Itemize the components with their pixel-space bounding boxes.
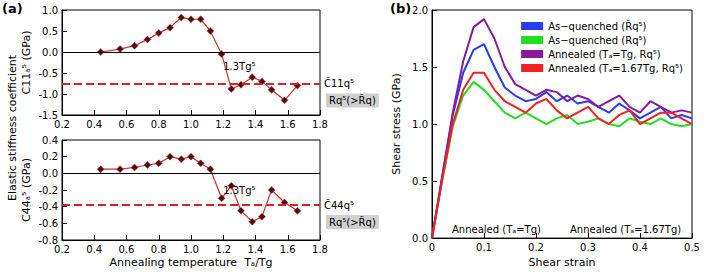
svg-text:-1.5: -1.5 [38,109,58,121]
svg-text:1.8: 1.8 [312,119,328,130]
svg-text:As−quenched (R̃q⁵): As−quenched (R̃q⁵) [548,20,646,32]
svg-text:1.6: 1.6 [280,119,296,130]
svg-text:0.4: 0.4 [632,242,648,253]
svg-text:1.2: 1.2 [215,119,231,130]
svg-text:-0.8: -0.8 [38,234,58,246]
svg-text:1.0: 1.0 [183,119,199,130]
svg-text:1.8: 1.8 [312,244,328,255]
svg-text:Rq⁵(>R̃q): Rq⁵(>R̃q) [329,216,376,228]
svg-text:0.5: 0.5 [42,26,58,37]
svg-text:0.5: 0.5 [412,176,428,187]
svg-text:1.3Tg⁵: 1.3Tg⁵ [223,61,255,72]
svg-text:1.0: 1.0 [42,5,58,16]
svg-text:0.2: 0.2 [42,151,58,162]
svg-text:Annealed (Tₐ=1.67Tg): Annealed (Tₐ=1.67Tg) [570,224,681,235]
svg-text:1.4: 1.4 [248,244,264,255]
svg-text:0.3: 0.3 [580,242,596,253]
svg-text:0.5: 0.5 [684,242,700,253]
svg-text:0.2: 0.2 [528,242,544,253]
svg-text:(a): (a) [2,1,23,16]
svg-text:0.6: 0.6 [119,119,135,130]
svg-text:Shear stress (GPa): Shear stress (GPa) [390,73,403,175]
svg-text:(b): (b) [390,1,411,16]
svg-text:1.6: 1.6 [280,244,296,255]
svg-text:Annealed (Tₐ=Tg, Rq⁵): Annealed (Tₐ=Tg, Rq⁵) [548,49,661,60]
svg-text:0.8: 0.8 [151,119,167,130]
svg-text:0.0: 0.0 [412,233,428,244]
svg-text:0.8: 0.8 [151,244,167,255]
svg-text:-1.0: -1.0 [38,89,58,100]
svg-text:-0.6: -0.6 [38,218,58,229]
svg-text:0.4: 0.4 [86,244,102,255]
svg-text:-0.2: -0.2 [38,185,58,196]
svg-text:0.6: 0.6 [119,244,135,255]
svg-text:1.0: 1.0 [412,119,428,130]
svg-text:Annealing temperature Tₐ/Tg: Annealing temperature Tₐ/Tg [109,256,272,269]
svg-text:0.0: 0.0 [42,47,58,58]
svg-text:Annealed (Tₐ=Tg): Annealed (Tₐ=Tg) [452,224,541,235]
svg-text:Shear strain: Shear strain [529,256,596,269]
svg-text:C11ₐ⁵ (GPa): C11ₐ⁵ (GPa) [20,31,33,95]
svg-text:C̃44q⁵: C̃44q⁵ [324,199,354,211]
svg-text:0.2: 0.2 [54,244,70,255]
svg-text:1.2: 1.2 [215,244,231,255]
svg-text:0.4: 0.4 [86,119,102,130]
svg-text:Elastic stiffness coefficient: Elastic stiffness coefficient [6,54,19,201]
svg-text:Rq⁵(>R̃q): Rq⁵(>R̃q) [329,94,376,106]
svg-text:C44ₐ⁵ (GPa): C44ₐ⁵ (GPa) [20,158,33,222]
svg-text:1.4: 1.4 [248,119,264,130]
svg-text:As−quenched (Rq⁵): As−quenched (Rq⁵) [548,35,646,46]
svg-text:1.5: 1.5 [412,62,428,73]
svg-text:-0.5: -0.5 [38,68,58,79]
svg-text:0.0: 0.0 [42,168,58,179]
svg-text:1.0: 1.0 [183,244,199,255]
svg-text:C̃11q⁵: C̃11q⁵ [324,77,354,89]
svg-text:0.4: 0.4 [42,135,58,146]
svg-text:2.0: 2.0 [412,5,428,16]
svg-text:-0.4: -0.4 [38,201,58,212]
svg-text:Annealed (Tₐ=1.67Tg, Rq⁵): Annealed (Tₐ=1.67Tg, Rq⁵) [548,63,683,74]
svg-text:1.3Tg⁵: 1.3Tg⁵ [223,185,255,196]
svg-text:0.2: 0.2 [54,119,70,130]
svg-text:0.1: 0.1 [476,242,492,253]
svg-text:0: 0 [429,242,435,253]
